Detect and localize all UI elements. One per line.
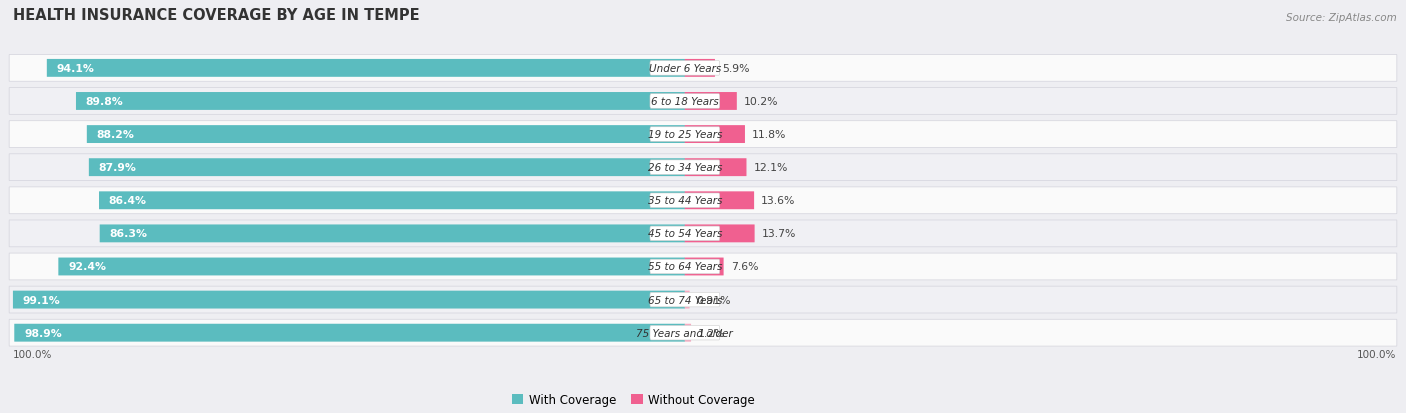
Text: 92.4%: 92.4%: [67, 262, 105, 272]
Text: 86.4%: 86.4%: [108, 196, 146, 206]
Text: 35 to 44 Years: 35 to 44 Years: [648, 196, 723, 206]
FancyBboxPatch shape: [46, 60, 685, 78]
Text: 11.8%: 11.8%: [752, 130, 786, 140]
FancyBboxPatch shape: [650, 325, 720, 340]
Text: Under 6 Years: Under 6 Years: [648, 64, 721, 74]
FancyBboxPatch shape: [650, 62, 720, 76]
FancyBboxPatch shape: [89, 159, 685, 177]
FancyBboxPatch shape: [685, 159, 747, 177]
FancyBboxPatch shape: [10, 254, 1396, 280]
Text: 5.9%: 5.9%: [723, 64, 749, 74]
FancyBboxPatch shape: [685, 324, 692, 342]
Text: 19 to 25 Years: 19 to 25 Years: [648, 130, 723, 140]
FancyBboxPatch shape: [14, 324, 685, 342]
Text: 98.9%: 98.9%: [24, 328, 62, 338]
FancyBboxPatch shape: [685, 60, 716, 78]
Text: 94.1%: 94.1%: [56, 64, 94, 74]
FancyBboxPatch shape: [685, 126, 745, 144]
FancyBboxPatch shape: [13, 291, 685, 309]
FancyBboxPatch shape: [650, 194, 720, 208]
FancyBboxPatch shape: [100, 225, 685, 243]
FancyBboxPatch shape: [650, 161, 720, 175]
FancyBboxPatch shape: [650, 227, 720, 241]
FancyBboxPatch shape: [10, 188, 1396, 214]
FancyBboxPatch shape: [685, 291, 689, 309]
FancyBboxPatch shape: [58, 258, 685, 276]
Text: 75 Years and older: 75 Years and older: [637, 328, 733, 338]
Text: HEALTH INSURANCE COVERAGE BY AGE IN TEMPE: HEALTH INSURANCE COVERAGE BY AGE IN TEMP…: [13, 7, 419, 22]
Text: Source: ZipAtlas.com: Source: ZipAtlas.com: [1286, 12, 1396, 22]
Text: 100.0%: 100.0%: [13, 349, 52, 359]
Text: 13.7%: 13.7%: [762, 229, 796, 239]
Text: 13.6%: 13.6%: [761, 196, 796, 206]
FancyBboxPatch shape: [650, 260, 720, 274]
Text: 7.6%: 7.6%: [731, 262, 758, 272]
Legend: With Coverage, Without Coverage: With Coverage, Without Coverage: [506, 388, 761, 411]
FancyBboxPatch shape: [10, 287, 1396, 313]
Text: 6 to 18 Years: 6 to 18 Years: [651, 97, 718, 107]
Text: 12.1%: 12.1%: [754, 163, 787, 173]
FancyBboxPatch shape: [10, 154, 1396, 181]
Text: 88.2%: 88.2%: [97, 130, 135, 140]
FancyBboxPatch shape: [650, 128, 720, 142]
Text: 87.9%: 87.9%: [98, 163, 136, 173]
FancyBboxPatch shape: [87, 126, 685, 144]
FancyBboxPatch shape: [685, 225, 755, 243]
FancyBboxPatch shape: [650, 95, 720, 109]
FancyBboxPatch shape: [650, 292, 720, 307]
FancyBboxPatch shape: [10, 55, 1396, 82]
FancyBboxPatch shape: [685, 192, 754, 210]
Text: 26 to 34 Years: 26 to 34 Years: [648, 163, 723, 173]
Text: 100.0%: 100.0%: [1357, 349, 1396, 359]
FancyBboxPatch shape: [76, 93, 685, 111]
Text: 55 to 64 Years: 55 to 64 Years: [648, 262, 723, 272]
FancyBboxPatch shape: [10, 121, 1396, 148]
FancyBboxPatch shape: [98, 192, 685, 210]
Text: 45 to 54 Years: 45 to 54 Years: [648, 229, 723, 239]
Text: 86.3%: 86.3%: [110, 229, 148, 239]
FancyBboxPatch shape: [685, 93, 737, 111]
Text: 99.1%: 99.1%: [22, 295, 60, 305]
FancyBboxPatch shape: [10, 221, 1396, 247]
FancyBboxPatch shape: [10, 320, 1396, 346]
Text: 0.91%: 0.91%: [697, 295, 731, 305]
Text: 1.2%: 1.2%: [699, 328, 725, 338]
Text: 10.2%: 10.2%: [744, 97, 779, 107]
FancyBboxPatch shape: [10, 88, 1396, 115]
Text: 89.8%: 89.8%: [86, 97, 124, 107]
Text: 65 to 74 Years: 65 to 74 Years: [648, 295, 723, 305]
FancyBboxPatch shape: [685, 258, 724, 276]
